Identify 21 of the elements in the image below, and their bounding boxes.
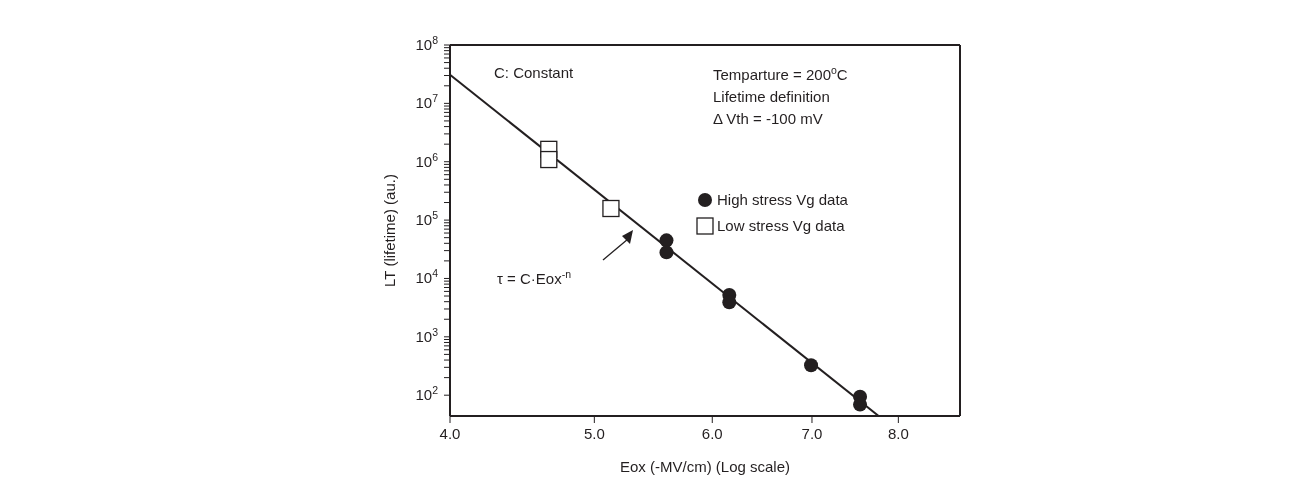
x-tick-label: 5.0 (583, 425, 605, 442)
annotation: Δ Vth = -100 mV (713, 110, 823, 127)
annotation: C: Constant (494, 64, 575, 81)
annotation: Lifetime definition (713, 88, 830, 105)
x-tick-label: 7.0 (801, 425, 823, 442)
y-axis-title: LT (lifetime) (au.) (381, 174, 399, 287)
y-tick-label: 10$^{6}$ (415, 150, 439, 170)
y-tick-label: 10$^{7}$ (415, 92, 439, 112)
x-tick-label: 6.0 (701, 425, 723, 442)
y-tick-label: 10$^{5}$ (415, 209, 439, 229)
legend-label: Low stress Vg data (717, 217, 846, 234)
y-tick-label: 10$^{4}$ (415, 267, 439, 287)
y-tick-label: 10$^{2}$ (415, 384, 439, 404)
y-tick-label: 10$^{3}$ (415, 325, 439, 345)
x-axis-title: Eox (-MV/cm) (Log scale) (619, 458, 791, 475)
annotation: τ = C·Eox$^{-n}$ (497, 268, 572, 287)
x-tick-label: 8.0 (887, 425, 909, 442)
x-tick-label: 4.0 (439, 425, 461, 442)
annotation: Temparture = 200$^{o}$C (713, 64, 848, 83)
legend-label: High stress Vg data (717, 191, 849, 208)
y-tick-label: 10$^{8}$ (415, 34, 439, 53)
